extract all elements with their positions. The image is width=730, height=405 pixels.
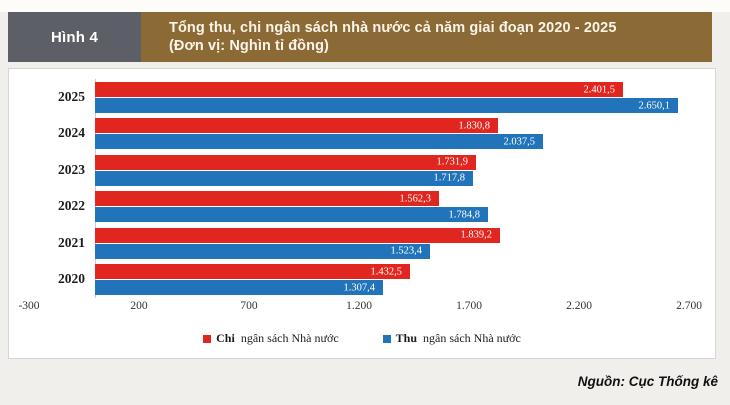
legend-item-chi: Chi ngân sách Nhà nước bbox=[203, 331, 339, 346]
category-label-2025: 2025 bbox=[58, 89, 85, 104]
bar-thu-2024: 2.037,5 bbox=[95, 134, 543, 150]
legend-label-bold-chi: Chi bbox=[216, 331, 235, 345]
bar-thu-2025: 2.650,1 bbox=[95, 98, 678, 113]
bar-chi-2025: 2.401,5 bbox=[95, 82, 623, 97]
x-tick-1.700: 1.700 bbox=[456, 300, 482, 312]
legend-label-rest-thu: ngân sách Nhà nước bbox=[423, 331, 521, 345]
bar-chi-2022: 1.562,3 bbox=[95, 191, 439, 207]
bar-value-label-chi-2023: 1.731,9 bbox=[436, 156, 469, 168]
bar-value-label-chi-2022: 1.562,3 bbox=[399, 193, 432, 205]
plot-area: 2025 2.401,5 2.650,1 2024 1.830,8 2.037,5 2023… bbox=[9, 69, 715, 358]
bar-thu-2021: 1.523,4 bbox=[95, 243, 430, 259]
figure-title: Tổng thu, chi ngân sách nhà nước cả năm … bbox=[141, 12, 712, 62]
category-label-2023: 2023 bbox=[58, 161, 85, 177]
category-label-2022: 2022 bbox=[58, 198, 85, 214]
x-tick-1.200: 1.200 bbox=[346, 300, 372, 312]
category-label-2024: 2024 bbox=[58, 125, 85, 141]
x-tick-200: 200 bbox=[130, 300, 148, 312]
figure-title-line1: Tổng thu, chi ngân sách nhà nước cả năm … bbox=[169, 20, 617, 36]
bar-thu-2023: 1.717,8 bbox=[95, 170, 473, 186]
bar-value-label-thu-2025: 2.650,1 bbox=[638, 100, 671, 111]
bar-chi-2020: 1.432,5 bbox=[95, 264, 410, 279]
legend-label-rest-chi: ngân sách Nhà nước bbox=[240, 331, 339, 345]
legend-swatch-icon-thu bbox=[382, 334, 391, 343]
bar-value-label-thu-2024: 2.037,5 bbox=[503, 136, 536, 148]
value-axis-line bbox=[95, 79, 96, 298]
bar-value-label-thu-2022: 1.784,8 bbox=[448, 209, 481, 221]
category-label-2021: 2021 bbox=[58, 234, 85, 250]
x-tick-2.200: 2.200 bbox=[566, 300, 592, 312]
x-tick--300: -300 bbox=[18, 300, 40, 312]
figure-title-line2: (Đơn vị: Nghìn tỉ đồng) bbox=[169, 38, 329, 54]
chart: 2025 2.401,5 2.650,1 2024 1.830,8 2.037,5 2023… bbox=[8, 68, 716, 359]
legend-label-bold-thu: Thu bbox=[395, 331, 418, 345]
bar-chi-2021: 1.839,2 bbox=[95, 227, 500, 243]
bar-chi-2024: 1.830,8 bbox=[95, 118, 498, 134]
category-label-2020: 2020 bbox=[58, 271, 85, 286]
top-strip bbox=[0, 0, 730, 12]
bar-value-label-chi-2020: 1.432,5 bbox=[370, 266, 403, 277]
legend-item-thu: Thu ngân sách Nhà nước bbox=[382, 331, 521, 346]
bar-chi-2023: 1.731,9 bbox=[95, 154, 476, 170]
legend-swatch-icon-chi bbox=[203, 334, 212, 343]
bar-value-label-chi-2021: 1.839,2 bbox=[460, 229, 493, 241]
bar-value-label-thu-2020: 1.307,4 bbox=[343, 282, 376, 293]
bar-value-label-chi-2024: 1.830,8 bbox=[458, 120, 491, 132]
legend: Chi ngân sách Nhà nước Thu ngân sách Nhà … bbox=[9, 331, 715, 346]
figure-label: Hình 4 bbox=[8, 12, 141, 62]
bar-value-label-chi-2025: 2.401,5 bbox=[583, 84, 616, 95]
source-note: Nguồn: Cục Thống kê bbox=[577, 374, 718, 389]
bar-thu-2020: 1.307,4 bbox=[95, 280, 383, 295]
x-tick-700: 700 bbox=[240, 300, 258, 312]
bar-thu-2022: 1.784,8 bbox=[95, 207, 488, 223]
bar-value-label-thu-2021: 1.523,4 bbox=[390, 245, 423, 257]
bar-value-label-thu-2023: 1.717,8 bbox=[433, 172, 466, 184]
x-axis: -300 200 700 1.200 1.700 2.200 2.700 bbox=[9, 300, 715, 316]
figure-header: Hình 4 Tổng thu, chi ngân sách nhà nước … bbox=[8, 12, 712, 62]
x-tick-2.700: 2.700 bbox=[676, 300, 702, 312]
